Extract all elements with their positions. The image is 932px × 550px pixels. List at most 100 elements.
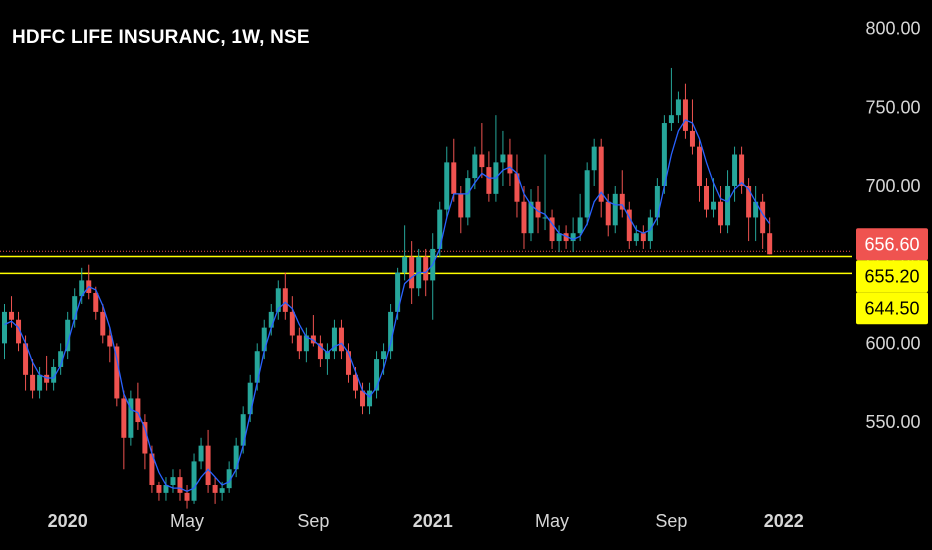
candle	[668, 67, 674, 131]
candle-body	[725, 185, 731, 226]
candle	[121, 390, 127, 470]
candle-body	[563, 233, 569, 242]
candle-body	[612, 193, 618, 226]
candle-body	[633, 233, 639, 242]
candle	[661, 115, 667, 194]
candle-body	[479, 154, 485, 168]
candle-body	[2, 311, 7, 344]
candle	[479, 123, 485, 179]
candle-body	[44, 374, 50, 383]
candle-body	[345, 351, 351, 375]
candle-body	[289, 311, 295, 336]
candle	[198, 437, 204, 470]
candle	[570, 217, 576, 253]
candle-body	[317, 343, 323, 360]
x-tick-label: Sep	[655, 511, 687, 531]
candle	[163, 477, 169, 501]
candle	[65, 311, 71, 360]
candle	[528, 189, 534, 242]
candle	[563, 225, 569, 249]
candle-body	[163, 485, 169, 493]
candle-body	[205, 445, 211, 485]
candle-body	[472, 154, 478, 179]
last-price-badge: 656.60	[856, 228, 928, 261]
candle-body	[619, 193, 625, 210]
candle-body	[170, 477, 176, 485]
candle	[205, 429, 211, 493]
badge-label: 655.20	[864, 266, 919, 286]
candle-body	[437, 209, 443, 249]
candle	[409, 241, 415, 305]
candle	[591, 138, 597, 186]
candle	[345, 343, 351, 383]
candle-body	[247, 382, 253, 415]
candle-body	[114, 346, 120, 399]
candle	[388, 304, 394, 360]
candle-body	[142, 422, 148, 454]
candle-body	[528, 201, 534, 234]
candle	[374, 351, 380, 399]
candle-body	[753, 201, 759, 218]
candle-body	[465, 178, 471, 218]
candle	[619, 170, 625, 218]
candle-body	[191, 461, 197, 501]
candle	[486, 151, 492, 202]
badge-bg	[856, 228, 928, 261]
candle-body	[37, 374, 43, 391]
candle-body	[72, 296, 78, 320]
candle	[367, 382, 373, 415]
candle-body	[507, 154, 513, 174]
candle-body	[331, 327, 337, 352]
candle	[37, 366, 43, 399]
candle-body	[767, 233, 773, 255]
candle	[402, 225, 408, 281]
candle	[191, 453, 197, 504]
candle	[549, 209, 555, 249]
badge-bg	[856, 292, 928, 325]
candle	[598, 138, 604, 218]
candle-body	[591, 146, 597, 171]
candle-body	[177, 477, 183, 493]
y-tick-label: 800.00	[865, 19, 920, 39]
candle-body	[654, 185, 660, 218]
candle-body	[121, 398, 127, 438]
candle-body	[156, 485, 162, 493]
candles-layer	[2, 67, 773, 509]
candle-body	[577, 217, 583, 234]
chart-title: HDFC LIFE INSURANC, 1W, NSE	[12, 27, 310, 48]
candle-body	[521, 201, 527, 234]
candle	[507, 138, 513, 186]
candle	[500, 130, 506, 186]
candle	[226, 461, 232, 493]
candle-body	[549, 217, 555, 242]
candle	[86, 264, 92, 300]
candle	[9, 296, 15, 328]
candle-body	[451, 162, 457, 194]
candle	[135, 382, 141, 430]
candle	[93, 286, 99, 320]
badge-label: 644.50	[864, 298, 919, 318]
candle-body	[381, 351, 387, 360]
candle-body	[626, 209, 632, 242]
candle-body	[107, 335, 113, 347]
candle-body	[704, 185, 709, 210]
candle-body	[58, 351, 64, 367]
candle-body	[128, 398, 134, 438]
candle	[100, 304, 106, 344]
candle	[282, 272, 288, 320]
candle	[275, 280, 281, 320]
candle-body	[219, 488, 225, 493]
candle	[324, 343, 330, 375]
candle-body	[640, 233, 646, 242]
candle-body	[689, 130, 695, 147]
candle-body	[135, 398, 141, 423]
level-price-badge: 655.20	[856, 260, 928, 293]
candle	[626, 201, 632, 249]
candle	[268, 304, 274, 336]
candle	[493, 115, 499, 202]
candle-body	[388, 311, 394, 352]
candle	[338, 319, 344, 360]
level-price-badge: 644.50	[856, 292, 928, 325]
candle	[584, 162, 590, 226]
